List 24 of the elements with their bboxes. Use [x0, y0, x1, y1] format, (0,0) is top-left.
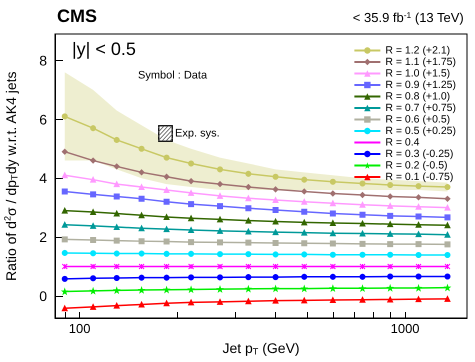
legend-label: R = 0.1 (-0.75) — [385, 171, 454, 183]
legend-label: R = 0.4 — [385, 136, 420, 148]
legend-label: R = 0.5 (+0.25) — [385, 125, 456, 137]
annotation: Exp. sys. — [175, 128, 220, 140]
y-tick-label: 8 — [39, 52, 48, 68]
y-tick-label: 6 — [39, 111, 48, 128]
legend-label: R = 1.2 (+2.1) — [385, 44, 450, 56]
legend-label: R = 0.7 (+0.75) — [385, 102, 456, 114]
legend-label: R = 0.6 (+0.5) — [385, 114, 450, 126]
legend-label: R = 0.2 (-0.5) — [385, 160, 448, 172]
x-tick-label: 1000 — [390, 321, 420, 336]
legend-label: R = 0.9 (+1.25) — [385, 79, 456, 91]
legend-label: R = 0.8 (+1.0) — [385, 90, 450, 102]
legend-label: R = 1.0 (+1.5) — [385, 68, 450, 80]
y-tick-label: 2 — [39, 229, 48, 246]
legend-label: R = 0.3 (-0.25) — [385, 148, 454, 160]
chart-title: CMS — [57, 6, 97, 26]
annotation: Symbol : Data — [138, 70, 208, 82]
legend-label: R = 1.1 (+1.75) — [385, 56, 456, 68]
y-axis-title: Ratio of d2σ / dpTdy w.r.t. AK4 jets — [2, 71, 20, 281]
y-tick-label: 4 — [39, 170, 48, 186]
annotation: |y| < 0.5 — [72, 39, 136, 59]
x-tick-label: 100 — [68, 321, 90, 336]
y-tick-label: 0 — [39, 288, 48, 304]
